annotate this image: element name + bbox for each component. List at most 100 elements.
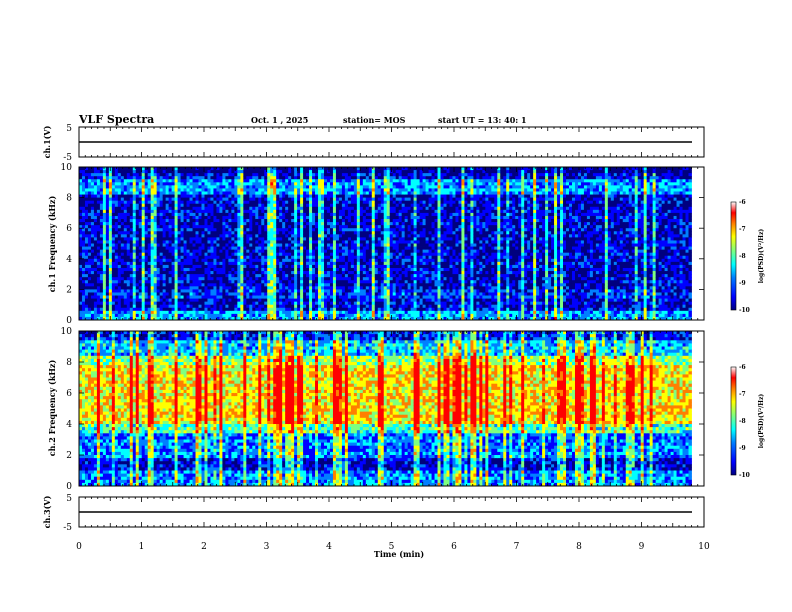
spectrogram-cell bbox=[228, 228, 232, 232]
spectrogram-cell bbox=[303, 264, 307, 269]
spectrogram-cell bbox=[240, 212, 244, 217]
spectrogram-cell bbox=[93, 231, 98, 235]
spectrogram-cell bbox=[329, 243, 334, 247]
spectrogram-cell bbox=[174, 313, 178, 318]
spectrogram-cell bbox=[210, 295, 214, 299]
spectrogram-cell bbox=[326, 188, 331, 192]
spectrogram-cell bbox=[138, 176, 143, 180]
spectrogram-cell bbox=[213, 240, 217, 244]
spectrogram-cell bbox=[246, 243, 250, 247]
spectrogram-cell bbox=[228, 255, 232, 260]
spectrogram-cell bbox=[255, 246, 259, 251]
spectrogram-cell bbox=[216, 212, 220, 217]
spectrogram-cell bbox=[270, 179, 274, 183]
spectrogram-cell bbox=[350, 301, 355, 306]
spectrogram-cell bbox=[312, 176, 316, 180]
spectrogram-cell bbox=[201, 249, 205, 254]
spectrogram-cell bbox=[326, 298, 331, 303]
spectrogram-cell bbox=[303, 212, 307, 217]
spectrogram-cell bbox=[126, 267, 131, 272]
spectrogram-cell bbox=[228, 258, 232, 263]
spectrogram-cell bbox=[111, 191, 116, 195]
spectrogram-cell bbox=[135, 310, 140, 315]
spectrogram-cell bbox=[138, 170, 143, 174]
spectrogram-cell bbox=[267, 243, 271, 247]
spectrogram-cell bbox=[216, 307, 220, 312]
spectrogram-cell bbox=[105, 191, 110, 195]
spectrogram-cell bbox=[243, 301, 247, 306]
spectrogram-cell bbox=[204, 301, 208, 306]
spectrogram-cell bbox=[159, 252, 164, 257]
spectrogram-cell bbox=[204, 258, 208, 263]
spectrogram-cell bbox=[344, 185, 349, 189]
spectrogram-cell bbox=[147, 167, 152, 171]
spectrogram-cell bbox=[105, 234, 110, 238]
spectrogram-cell bbox=[150, 234, 155, 238]
spectrogram-cell bbox=[90, 313, 95, 318]
spectrogram-cell bbox=[93, 261, 98, 266]
spectrogram-cell bbox=[147, 243, 152, 247]
spectrogram-cell bbox=[270, 277, 274, 281]
spectrogram-cell bbox=[347, 240, 352, 244]
spectrogram-cell bbox=[165, 237, 170, 241]
spectrogram-cell bbox=[141, 170, 146, 174]
spectrogram-cell bbox=[126, 209, 131, 214]
spectrogram-cell bbox=[165, 209, 170, 214]
spectrogram-cell bbox=[120, 271, 125, 275]
spectrogram-cell bbox=[186, 182, 190, 186]
spectrogram-cell bbox=[79, 310, 83, 315]
spectrogram-cell bbox=[273, 176, 277, 180]
spectrogram-cell bbox=[324, 286, 328, 290]
spectrogram-cell bbox=[285, 264, 289, 269]
spectrogram-cell bbox=[96, 264, 101, 269]
spectrogram-cell bbox=[231, 167, 235, 171]
spectrogram-cell bbox=[294, 228, 298, 232]
spectrogram-cell bbox=[315, 295, 319, 299]
spectrogram-cell bbox=[99, 219, 104, 223]
spectrogram-cell bbox=[249, 307, 253, 312]
spectrogram-cell bbox=[324, 200, 328, 205]
spectrogram-cell bbox=[240, 274, 244, 278]
spectrogram-cell bbox=[276, 301, 280, 306]
spectrogram-cell bbox=[326, 194, 331, 198]
spectrogram-cell bbox=[300, 313, 304, 318]
spectrogram-cell bbox=[356, 258, 361, 263]
spectrogram-cell bbox=[129, 292, 134, 296]
spectrogram-cell bbox=[261, 252, 265, 257]
spectrogram-cell bbox=[159, 249, 164, 254]
spectrogram-cell bbox=[306, 246, 310, 251]
spectrogram-cell bbox=[338, 203, 343, 208]
spectrogram-cell bbox=[201, 170, 205, 174]
spectrogram-cell bbox=[90, 274, 95, 278]
spectrogram-cell bbox=[273, 185, 277, 189]
spectrogram-cell bbox=[180, 277, 184, 281]
spectrogram-cell bbox=[162, 225, 167, 229]
spectrogram-cell bbox=[252, 240, 256, 244]
spectrogram-cell bbox=[324, 225, 328, 229]
spectrogram-cell bbox=[315, 280, 319, 284]
spectrogram-cell bbox=[237, 264, 241, 269]
spectrogram-cell bbox=[273, 219, 277, 223]
spectrogram-cell bbox=[285, 209, 289, 214]
spectrogram-cell bbox=[90, 240, 95, 244]
spectrogram-cell bbox=[335, 271, 340, 275]
spectrogram-cell bbox=[117, 271, 122, 275]
spectrogram-cell bbox=[243, 310, 247, 315]
spectrogram-cell bbox=[329, 271, 334, 275]
spectrogram-cell bbox=[204, 304, 208, 309]
spectrogram-cell bbox=[138, 228, 143, 232]
spectrogram-cell bbox=[303, 222, 307, 226]
spectrogram-cell bbox=[156, 197, 161, 202]
spectrogram-cell bbox=[195, 243, 199, 247]
spectrogram-cell bbox=[96, 261, 101, 266]
spectrogram-cell bbox=[87, 212, 92, 217]
spectrogram-cell bbox=[174, 231, 178, 235]
spectrogram-cell bbox=[335, 243, 340, 247]
spectrogram-cell bbox=[219, 301, 223, 306]
spectrogram-cell bbox=[159, 255, 164, 260]
spectrogram-cell bbox=[189, 271, 193, 275]
spectrogram-cell bbox=[312, 215, 316, 220]
spectrogram-cell bbox=[252, 283, 256, 287]
spectrogram-cell bbox=[195, 191, 199, 195]
